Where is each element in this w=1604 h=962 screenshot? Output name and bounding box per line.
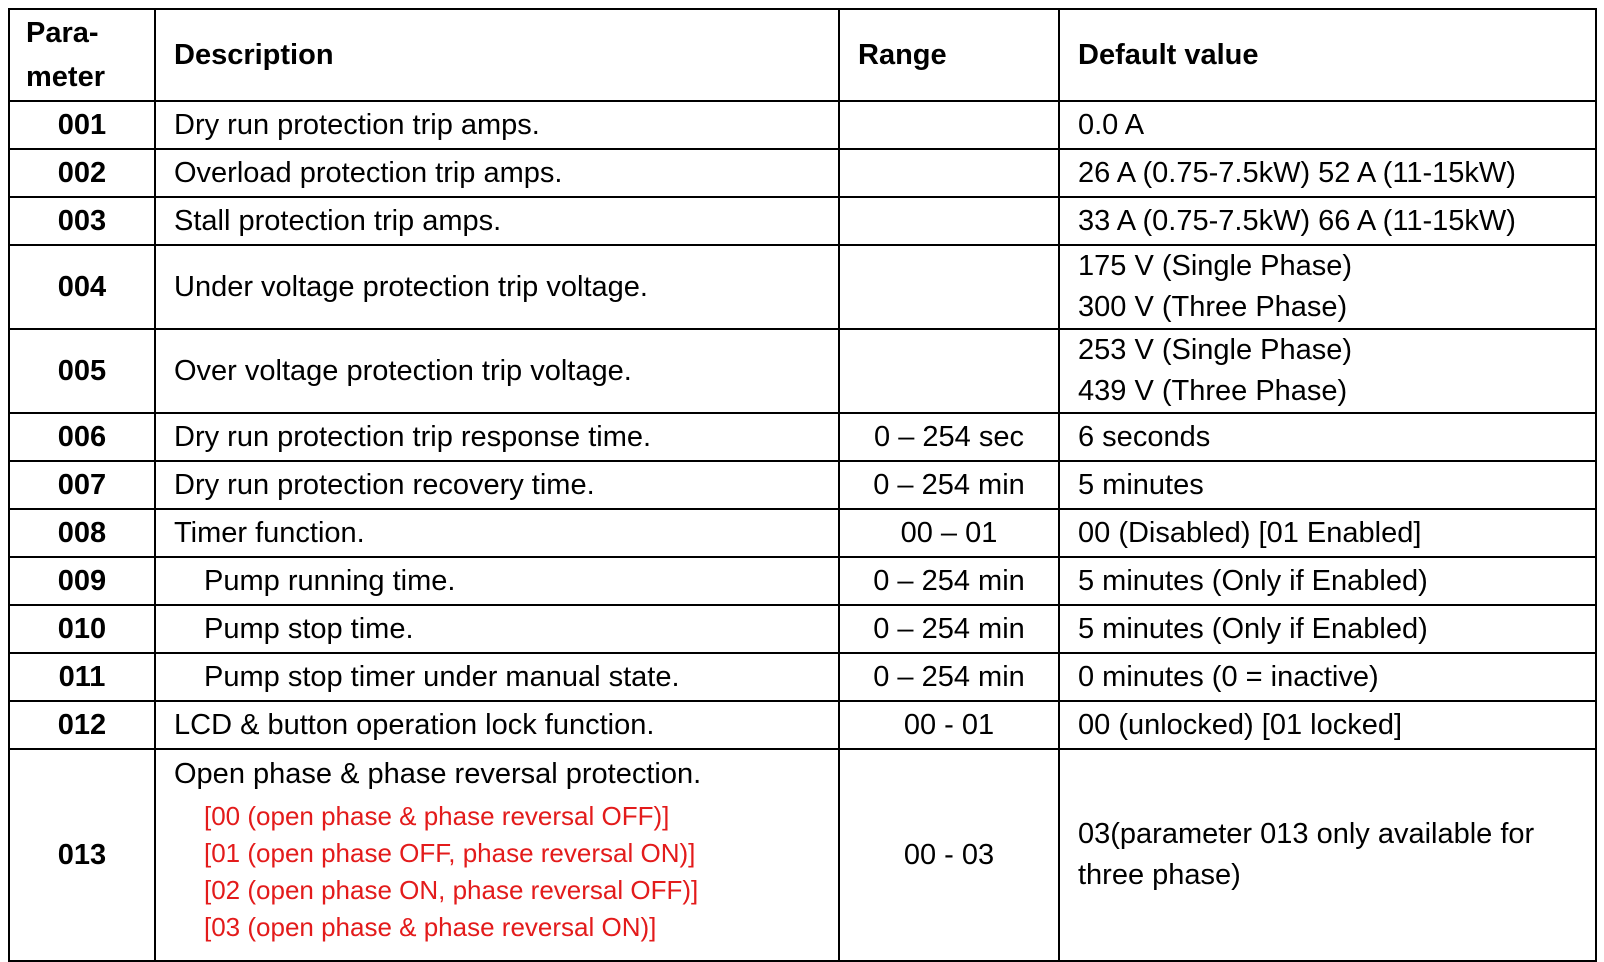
header-default: Default value [1058, 8, 1597, 102]
default-text: 253 V (Single Phase) [1078, 334, 1353, 366]
table-row: 008 Timer function. 00 – 01 00 (Disabled) [… [8, 508, 1597, 558]
option-text: [02 (open phase ON, phase reversal OFF)] [204, 875, 699, 905]
default-text: 5 minutes (Only if Enabled) [1078, 564, 1428, 597]
default-text: 26 A (0.75-7.5kW) 52 A (11-15kW) [1078, 156, 1516, 189]
default-cell: 175 V (Single Phase) 300 V (Three Phase) [1058, 244, 1597, 330]
default-cell: 00 (unlocked) [01 locked] [1058, 700, 1597, 750]
description-cell: Under voltage protection trip voltage. [154, 244, 840, 330]
default-cell: 5 minutes [1058, 460, 1597, 510]
parameter-number: 004 [8, 244, 156, 330]
range-cell: 0 – 254 sec [838, 412, 1060, 462]
range-cell [838, 328, 1060, 414]
default-text: 439 V (Three Phase) [1078, 375, 1348, 407]
description-text: Open phase & phase reversal protection. [174, 758, 702, 790]
default-text: 0.0 A [1078, 108, 1145, 141]
default-text: 00 (Disabled) [01 Enabled] [1078, 516, 1422, 549]
parameter-number: 007 [8, 460, 156, 510]
description-cell: LCD & button operation lock function. [154, 700, 840, 750]
range-cell: 0 – 254 min [838, 652, 1060, 702]
description-cell: Dry run protection trip response time. [154, 412, 840, 462]
description-cell: Pump stop timer under manual state. [154, 652, 840, 702]
table-row: 013 Open phase & phase reversal protectio… [8, 748, 1597, 962]
range-cell: 00 - 03 [838, 748, 1060, 962]
header-parameter-line1: Para- [26, 17, 99, 49]
default-cell: 0 minutes (0 = inactive) [1058, 652, 1597, 702]
parameter-number: 002 [8, 148, 156, 198]
default-cell: 5 minutes (Only if Enabled) [1058, 604, 1597, 654]
description-cell: Over voltage protection trip voltage. [154, 328, 840, 414]
default-cell: 0.0 A [1058, 100, 1597, 150]
parameter-number: 012 [8, 700, 156, 750]
header-parameter-line2: meter [26, 61, 105, 93]
table-row: 004 Under voltage protection trip voltage… [8, 244, 1597, 330]
description-cell: Pump running time. [154, 556, 840, 606]
default-text: 300 V (Three Phase) [1078, 291, 1348, 323]
table-row: 010 Pump stop time. 0 – 254 min 5 minutes (… [8, 604, 1597, 654]
parameter-number: 008 [8, 508, 156, 558]
option-text: [03 (open phase & phase reversal ON)] [204, 912, 657, 942]
description-cell: Dry run protection recovery time. [154, 460, 840, 510]
table-row: 006 Dry run protection trip response time… [8, 412, 1597, 462]
header-range: Range [838, 8, 1060, 102]
option-text: [00 (open phase & phase reversal OFF)] [204, 801, 670, 831]
range-cell: 00 – 01 [838, 508, 1060, 558]
parameter-number: 010 [8, 604, 156, 654]
description-cell: Open phase & phase reversal protection. [… [154, 748, 840, 962]
default-text: 00 (unlocked) [01 locked] [1078, 708, 1403, 741]
table-row: 011 Pump stop timer under manual state. 0 … [8, 652, 1597, 702]
default-text: 175 V (Single Phase) [1078, 250, 1353, 282]
table-row: 005 Over voltage protection trip voltage.… [8, 328, 1597, 414]
parameter-number: 006 [8, 412, 156, 462]
parameter-number: 009 [8, 556, 156, 606]
parameter-table: Para-meter Description Range Default val… [8, 8, 1597, 962]
default-text: 0 minutes (0 = inactive) [1078, 660, 1379, 693]
default-cell: 26 A (0.75-7.5kW) 52 A (11-15kW) [1058, 148, 1597, 198]
default-cell: 33 A (0.75-7.5kW) 66 A (11-15kW) [1058, 196, 1597, 246]
table-row: 009 Pump running time. 0 – 254 min 5 minute… [8, 556, 1597, 606]
range-cell: 0 – 254 min [838, 604, 1060, 654]
range-cell [838, 196, 1060, 246]
description-cell: Dry run protection trip amps. [154, 100, 840, 150]
default-cell: 5 minutes (Only if Enabled) [1058, 556, 1597, 606]
parameter-number: 013 [8, 748, 156, 962]
table-row: 002 Overload protection trip amps. 26 A (0… [8, 148, 1597, 198]
default-cell: 00 (Disabled) [01 Enabled] [1058, 508, 1597, 558]
table-row: 012 LCD & button operation lock function.… [8, 700, 1597, 750]
header-row: Para-meter Description Range Default val… [8, 8, 1597, 102]
parameter-number: 005 [8, 328, 156, 414]
default-text: 5 minutes [1078, 468, 1204, 501]
default-cell: 253 V (Single Phase) 439 V (Three Phase) [1058, 328, 1597, 414]
range-cell: 0 – 254 min [838, 556, 1060, 606]
description-cell: Stall protection trip amps. [154, 196, 840, 246]
description-cell: Pump stop time. [154, 604, 840, 654]
table-row: 003 Stall protection trip amps. 33 A (0.75… [8, 196, 1597, 246]
option-text: [01 (open phase OFF, phase reversal ON)] [204, 838, 696, 868]
range-cell: 00 - 01 [838, 700, 1060, 750]
table-row: 001 Dry run protection trip amps. 0.0 A [8, 100, 1597, 150]
default-text: 33 A (0.75-7.5kW) 66 A (11-15kW) [1078, 204, 1516, 237]
default-text: 5 minutes (Only if Enabled) [1078, 612, 1428, 645]
default-text: 6 seconds [1078, 420, 1211, 453]
range-cell: 0 – 254 min [838, 460, 1060, 510]
parameter-number: 001 [8, 100, 156, 150]
header-parameter: Para-meter [8, 8, 156, 102]
parameter-number: 011 [8, 652, 156, 702]
description-cell: Overload protection trip amps. [154, 148, 840, 198]
default-text: 03(parameter 013 only available for thre… [1078, 818, 1535, 891]
range-cell [838, 100, 1060, 150]
range-cell [838, 148, 1060, 198]
range-cell [838, 244, 1060, 330]
default-cell: 6 seconds [1058, 412, 1597, 462]
description-cell: Timer function. [154, 508, 840, 558]
table-row: 007 Dry run protection recovery time. 0 – … [8, 460, 1597, 510]
parameter-number: 003 [8, 196, 156, 246]
default-cell: 03(parameter 013 only available for thre… [1058, 748, 1597, 962]
header-description: Description [154, 8, 840, 102]
